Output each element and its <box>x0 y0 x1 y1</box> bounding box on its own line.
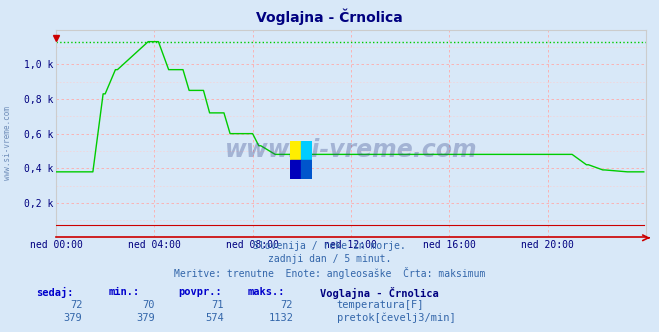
Text: 70: 70 <box>142 300 155 310</box>
Text: Voglajna - Črnolica: Voglajna - Črnolica <box>320 287 438 299</box>
Text: zadnji dan / 5 minut.: zadnji dan / 5 minut. <box>268 254 391 264</box>
Bar <box>301 160 312 179</box>
Text: 1132: 1132 <box>268 313 293 323</box>
Bar <box>301 141 312 160</box>
Text: Slovenija / reke in morje.: Slovenija / reke in morje. <box>253 241 406 251</box>
Text: 379: 379 <box>64 313 82 323</box>
Text: pretok[čevelj3/min]: pretok[čevelj3/min] <box>337 313 455 323</box>
Text: sedaj:: sedaj: <box>36 287 74 298</box>
Text: min.:: min.: <box>109 287 140 297</box>
Text: www.si-vreme.com: www.si-vreme.com <box>225 138 477 162</box>
Text: 379: 379 <box>136 313 155 323</box>
Text: 72: 72 <box>281 300 293 310</box>
Text: 574: 574 <box>206 313 224 323</box>
Text: povpr.:: povpr.: <box>178 287 221 297</box>
Text: Meritve: trenutne  Enote: angleosaške  Črta: maksimum: Meritve: trenutne Enote: angleosaške Črt… <box>174 267 485 279</box>
Text: temperatura[F]: temperatura[F] <box>337 300 424 310</box>
Text: maks.:: maks.: <box>247 287 285 297</box>
Text: 72: 72 <box>70 300 82 310</box>
Text: www.si-vreme.com: www.si-vreme.com <box>3 106 13 180</box>
Text: 71: 71 <box>212 300 224 310</box>
Bar <box>290 160 301 179</box>
Bar <box>290 141 301 160</box>
Text: Voglajna - Črnolica: Voglajna - Črnolica <box>256 8 403 25</box>
